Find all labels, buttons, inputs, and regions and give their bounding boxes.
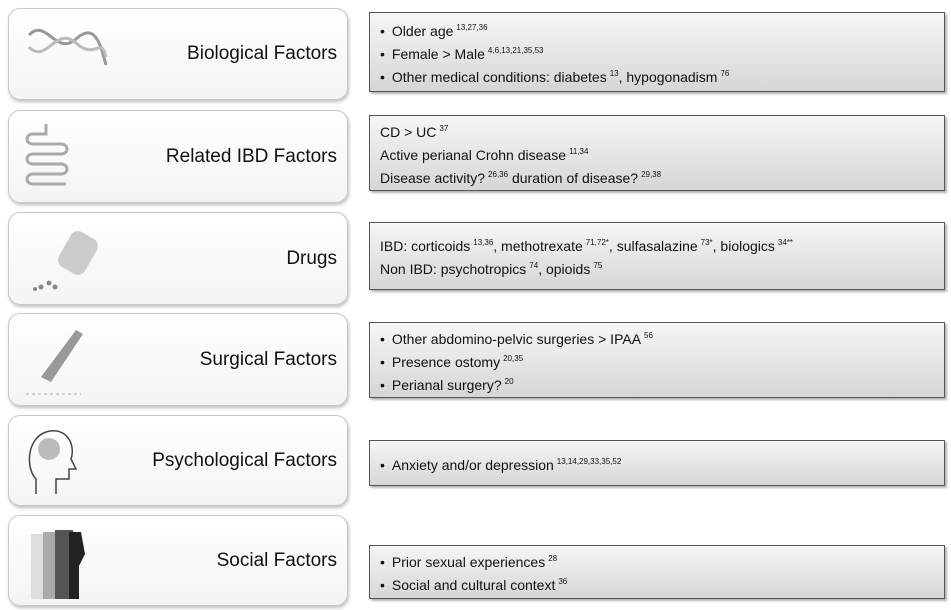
item-text: , sulfasalazine [609, 238, 698, 254]
reference: 11,34 [569, 147, 588, 156]
list-item: Disease activity?26,36 duration of disea… [380, 165, 661, 188]
item-text: CD > UC [380, 124, 436, 140]
factor-details: Anxiety and/or depression13,14,29,33,35,… [369, 440, 945, 486]
item-text: , biologics [713, 238, 775, 254]
item-text: , opioids [538, 261, 590, 277]
item-text: Older age [392, 23, 453, 39]
reference: 75 [593, 261, 602, 270]
factor-label: Social Factors [217, 550, 337, 572]
reference: 13 [610, 69, 619, 78]
list-item: Anxiety and/or depression13,14,29,33,35,… [380, 452, 621, 475]
factor-label: Drugs [286, 248, 337, 270]
reference: 4,6,13,21,35,53 [488, 46, 544, 55]
factor-label: Surgical Factors [200, 349, 337, 371]
faces-icon [21, 524, 101, 604]
factor-label: Biological Factors [187, 43, 337, 65]
factor-card: Surgical Factors [8, 313, 348, 406]
intestine-icon [21, 119, 81, 194]
item-text: Non IBD: psychotropics [380, 261, 526, 277]
reference: 20,35 [503, 354, 523, 363]
list-item: Perianal surgery?20 [380, 372, 653, 395]
dna-icon [21, 17, 111, 77]
item-list: Anxiety and/or depression13,14,29,33,35,… [370, 452, 621, 475]
reference: 13,14,29,33,35,52 [557, 457, 622, 466]
item-text: duration of disease? [508, 170, 638, 186]
item-text: Prior sexual experiences [392, 554, 545, 570]
factor-card: Psychological Factors [8, 415, 348, 506]
item-text: , hypogonadism [619, 69, 718, 85]
reference: 13,36 [473, 238, 493, 247]
reference: 74 [529, 261, 538, 270]
item-text: , methotrexate [493, 238, 583, 254]
reference: 71,72* [586, 238, 609, 247]
factor-card: Biological Factors [8, 8, 348, 100]
reference: 13,27,36 [456, 23, 487, 32]
factor-card: Related IBD Factors [8, 110, 348, 203]
factor-card: Social Factors [8, 515, 348, 606]
reference: 29,38 [641, 170, 661, 179]
factor-card: Drugs [8, 212, 348, 305]
item-text: Presence ostomy [392, 354, 500, 370]
item-text: Other abdomino-pelvic surgeries > IPAA [392, 331, 641, 347]
item-text: Anxiety and/or depression [392, 457, 554, 473]
head-icon [21, 424, 81, 504]
reference: 73* [701, 238, 713, 247]
factor-label: Psychological Factors [152, 450, 337, 472]
item-text: Female > Male [392, 46, 485, 62]
factor-label: Related IBD Factors [166, 146, 337, 168]
reference: 36 [558, 577, 567, 586]
reference: 20 [505, 377, 514, 386]
reference: 26,36 [488, 170, 508, 179]
item-text: Active perianal Crohn disease [380, 147, 566, 163]
factor-details: Prior sexual experiences28Social and cul… [369, 545, 945, 599]
reference: 56 [644, 331, 653, 340]
reference: 28 [548, 554, 557, 563]
item-list: Other abdomino-pelvic surgeries > IPAA56… [370, 326, 653, 395]
item-text: Perianal surgery? [392, 377, 502, 393]
pills-icon [21, 221, 111, 296]
reference: 76 [720, 69, 729, 78]
item-text: Other medical conditions: diabetes [392, 69, 607, 85]
page: Biological Factors Older age13,27,36Fema… [0, 0, 951, 610]
reference: 37 [439, 124, 448, 133]
factor-details: Other abdomino-pelvic surgeries > IPAA56… [369, 322, 945, 398]
item-list: Prior sexual experiences28Social and cul… [370, 549, 567, 595]
scalpel-icon [21, 322, 101, 402]
item-text: Disease activity? [380, 170, 485, 186]
reference: 34** [778, 238, 793, 247]
item-text: IBD: corticoids [380, 238, 470, 254]
item-text: Social and cultural context [392, 577, 555, 593]
